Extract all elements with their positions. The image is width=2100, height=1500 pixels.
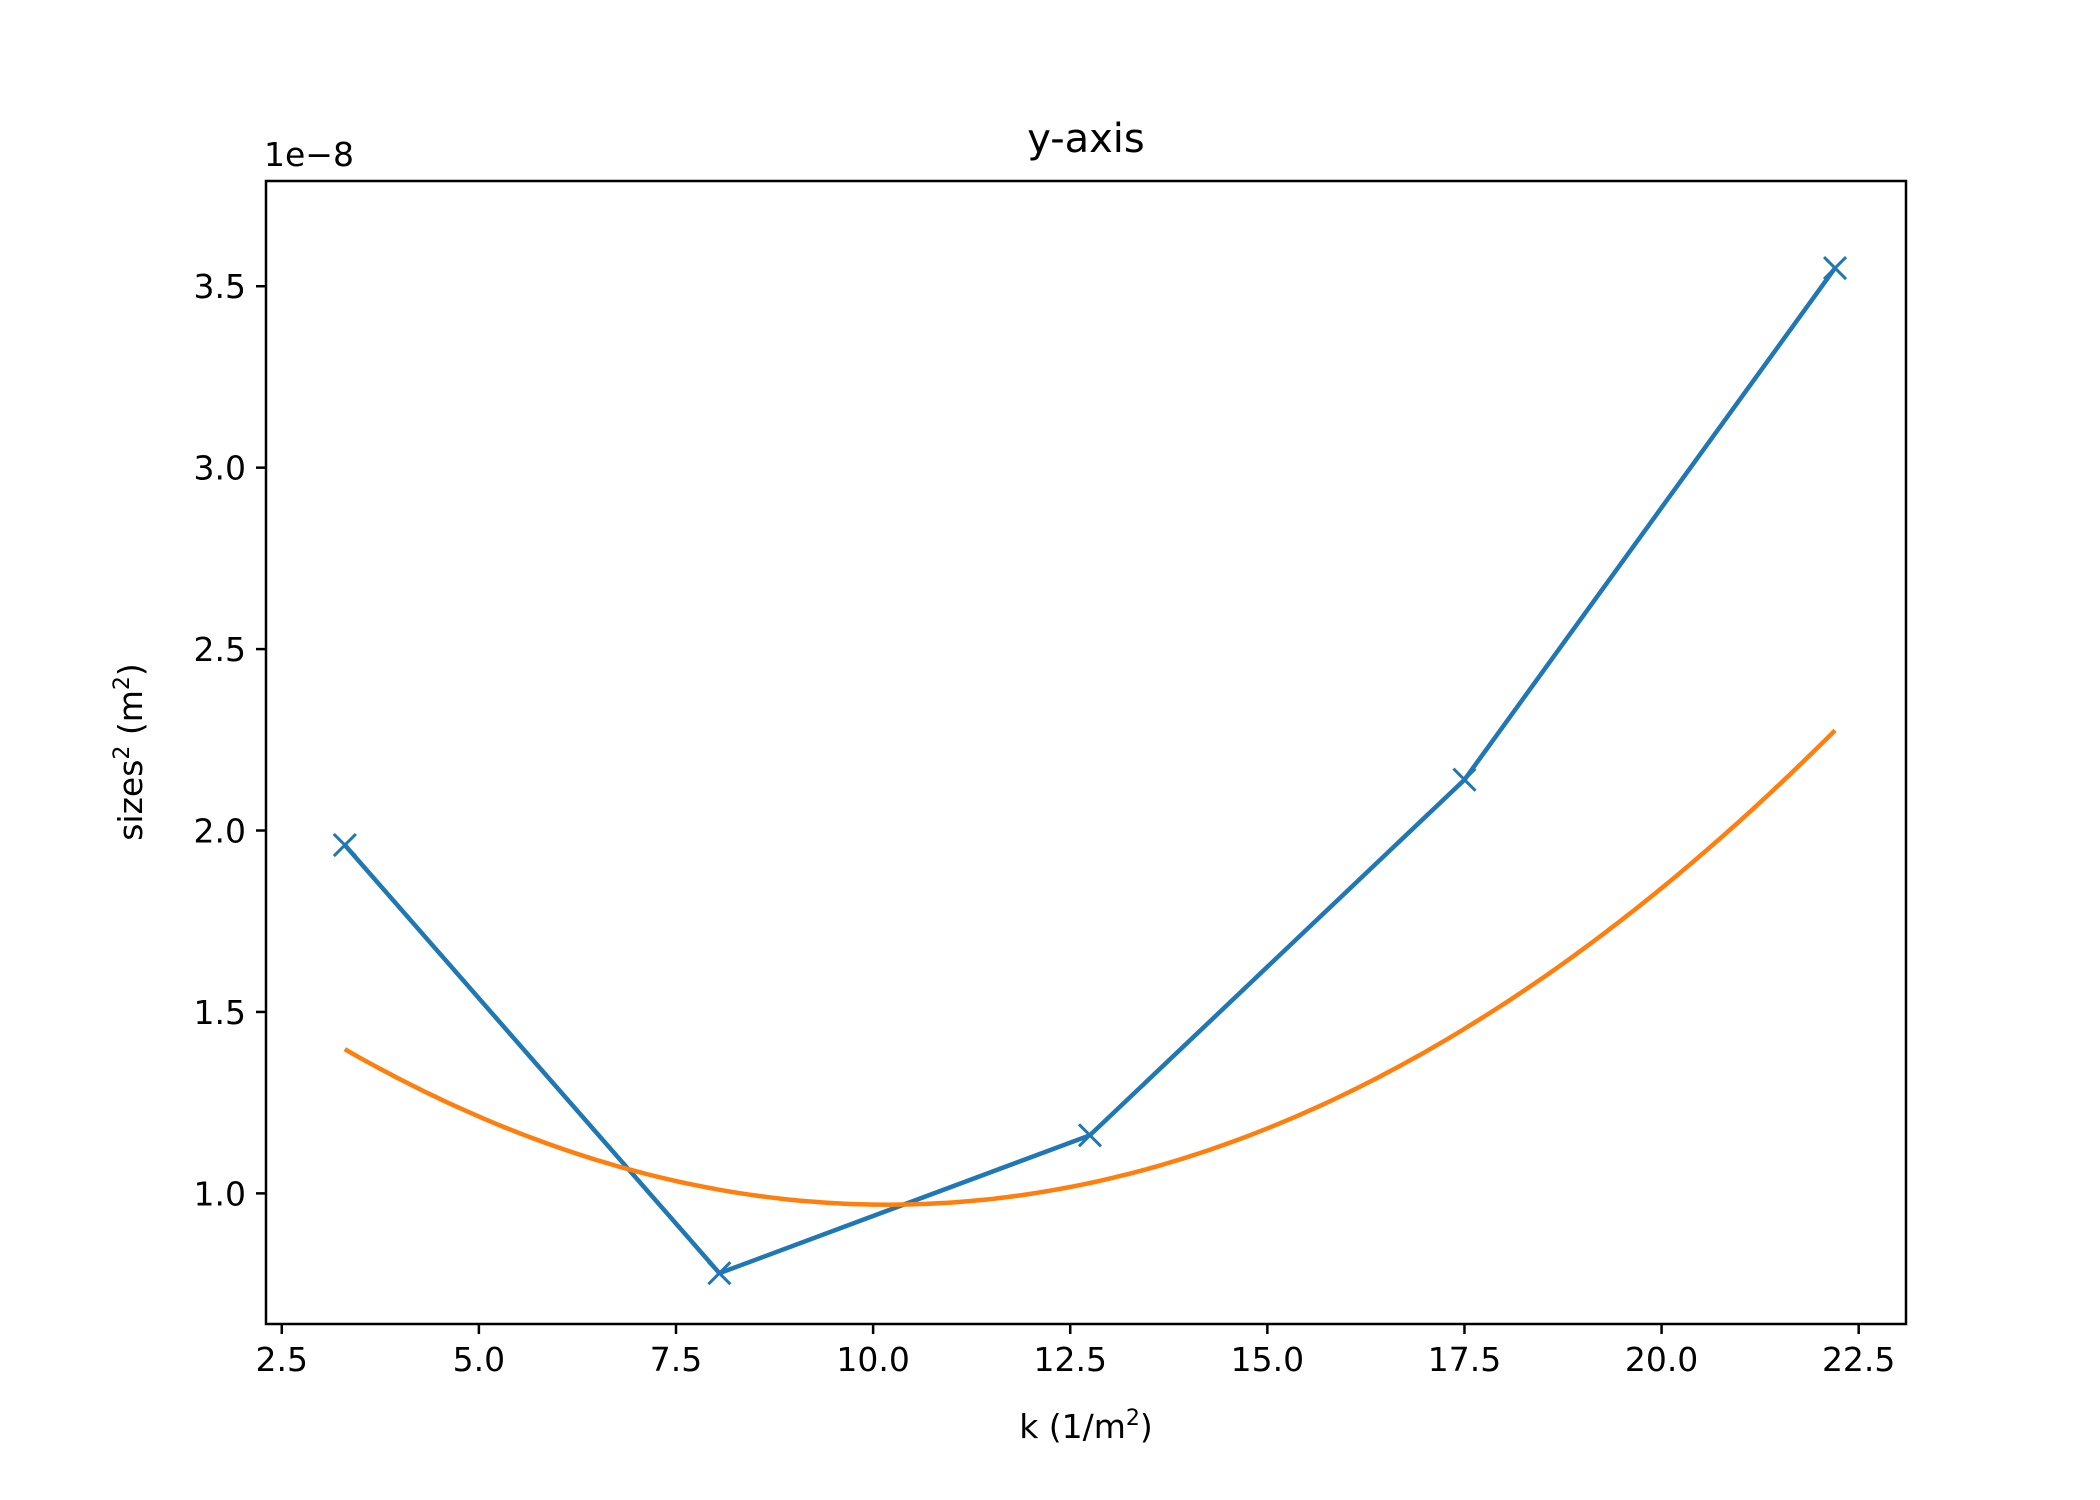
y-tick-label: 1.0 xyxy=(194,1174,246,1213)
data-point-marker xyxy=(1822,256,1848,281)
plot-frame xyxy=(264,179,1908,1326)
y-offset-label: 1e−8 xyxy=(264,135,354,174)
y-tick-label: 3.5 xyxy=(194,267,246,306)
x-tick-label: 12.5 xyxy=(1033,1340,1106,1379)
y-axis-ticks: 1.0 1.5 2.0 2.5 3.0 3.5 xyxy=(194,267,266,1213)
y-axis-label-middle: (m xyxy=(111,690,150,746)
y-axis-label: sizes2 (m2) xyxy=(110,663,150,841)
x-tick-label: 5.0 xyxy=(453,1340,505,1379)
y-tick-label: 1.5 xyxy=(194,993,246,1032)
chart-title: y-axis xyxy=(1027,116,1145,162)
x-axis-label-superscript: 2 xyxy=(1126,1406,1140,1431)
y-axis-label-close: ) xyxy=(111,663,150,676)
x-axis-label: k (1/m2) xyxy=(1019,1406,1153,1446)
data-point-marker xyxy=(332,832,357,858)
data-point-marker xyxy=(707,1261,732,1286)
x-axis-label-close: ) xyxy=(1140,1407,1153,1446)
y-axis-label-superscript-2: 2 xyxy=(110,676,135,690)
y-tick-label: 3.0 xyxy=(194,449,246,488)
x-tick-label: 15.0 xyxy=(1231,1340,1304,1379)
plot-area xyxy=(332,256,1848,1286)
x-tick-label: 2.5 xyxy=(256,1340,308,1379)
y-tick-label: 2.5 xyxy=(194,630,246,669)
data-point-marker xyxy=(1077,1123,1103,1148)
y-tick-label: 2.0 xyxy=(194,812,246,851)
x-tick-label: 20.0 xyxy=(1625,1340,1698,1379)
data-point-marker xyxy=(1452,767,1477,792)
y-axis-label-text: sizes xyxy=(111,760,150,841)
x-tick-label: 10.0 xyxy=(836,1340,909,1379)
x-tick-label: 17.5 xyxy=(1428,1340,1501,1379)
fit-curve-line xyxy=(343,728,1837,1207)
y-axis-label-superscript: 2 xyxy=(110,746,135,760)
x-tick-label: 7.5 xyxy=(650,1340,702,1379)
x-axis-ticks: 2.5 5.0 7.5 10.0 12.5 15.0 17.5 20.0 22.5 xyxy=(256,1324,1895,1379)
x-tick-label: 22.5 xyxy=(1822,1340,1895,1379)
x-axis-label-text: k (1/m xyxy=(1019,1407,1126,1446)
